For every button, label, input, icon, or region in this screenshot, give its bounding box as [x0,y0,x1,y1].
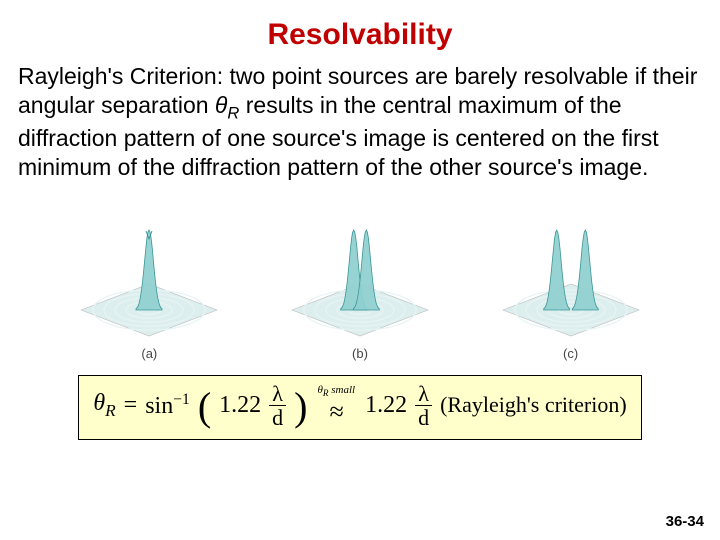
formula-coef-1: 1.22 [219,392,261,419]
diagram-a-label: (a) [141,346,157,361]
criterion-label: (Rayleigh's criterion) [440,392,627,418]
frac-2: λ d [415,382,432,429]
formula-coef-2: 1.22 [365,392,407,419]
diagram-c-label: (c) [563,346,578,361]
diagram-a: (a) [69,210,229,361]
formula-sin: sin−1 [145,391,190,420]
formula-theta: θR [93,390,115,421]
criterion-paragraph: Rayleigh's Criterion: two point sources … [14,62,706,182]
diagram-b: (b) [280,210,440,361]
formula-eq: = [124,392,138,419]
theta-symbol: θ [215,92,227,118]
formula-row: θR = sin−1 ( 1.22 λ d ) θR small ≈ 1.22 … [14,375,706,440]
theta-subscript: R [227,103,239,122]
diagram-b-svg [280,210,440,340]
page-number: 36-34 [666,513,704,530]
diagram-a-svg [69,210,229,340]
diagram-b-label: (b) [352,346,368,361]
frac-1: λ d [269,382,286,429]
title-text: Resolvability [267,18,452,51]
small-angle-note: θR small ≈ [317,385,355,424]
page-title: Resolvability [14,18,706,52]
rparen-icon: ) [294,391,307,423]
lparen-icon: ( [198,391,211,423]
diagram-c-svg [491,210,651,340]
diagram-c: (c) [491,210,651,361]
diffraction-diagrams: (a) (b) (c) [14,210,706,361]
rayleigh-formula-box: θR = sin−1 ( 1.22 λ d ) θR small ≈ 1.22 … [78,375,641,440]
